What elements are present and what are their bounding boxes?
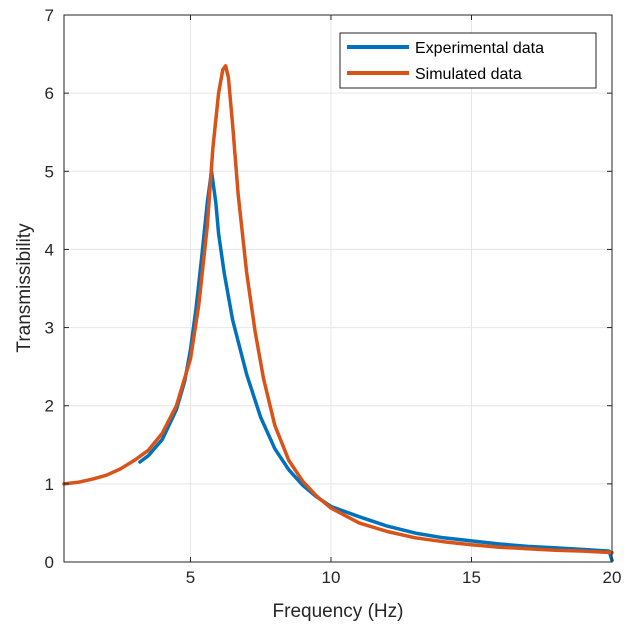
y-tick-label: 2 — [45, 397, 54, 416]
y-tick-label: 5 — [45, 162, 54, 181]
x-tick-label: 5 — [186, 568, 195, 587]
y-tick-label: 4 — [45, 240, 54, 259]
series-lines — [62, 64, 614, 563]
plot-frame — [63, 14, 613, 563]
y-tick-label: 0 — [45, 553, 54, 572]
x-tick-label: 10 — [322, 568, 341, 587]
legend-label-simulated: Simulated data — [415, 66, 522, 83]
axis-ticks: 5 10 15 20 0 1 2 3 4 5 6 7 — [45, 6, 622, 587]
x-tick-label: 20 — [603, 568, 622, 587]
x-axis-title: Frequency (Hz) — [273, 601, 404, 622]
y-tick-label: 7 — [45, 6, 54, 25]
x-tick-label: 15 — [462, 568, 481, 587]
legend: Experimental data Simulated data — [339, 32, 597, 89]
plot-area — [64, 15, 612, 562]
y-axis-title: Transmissibility — [14, 223, 35, 353]
legend-label-experimental: Experimental data — [415, 40, 544, 57]
series-line-simulated — [62, 64, 614, 555]
y-tick-label: 1 — [45, 475, 54, 494]
y-tick-label: 3 — [45, 319, 54, 338]
legend-box — [339, 32, 597, 89]
y-tick-label: 6 — [45, 84, 54, 103]
